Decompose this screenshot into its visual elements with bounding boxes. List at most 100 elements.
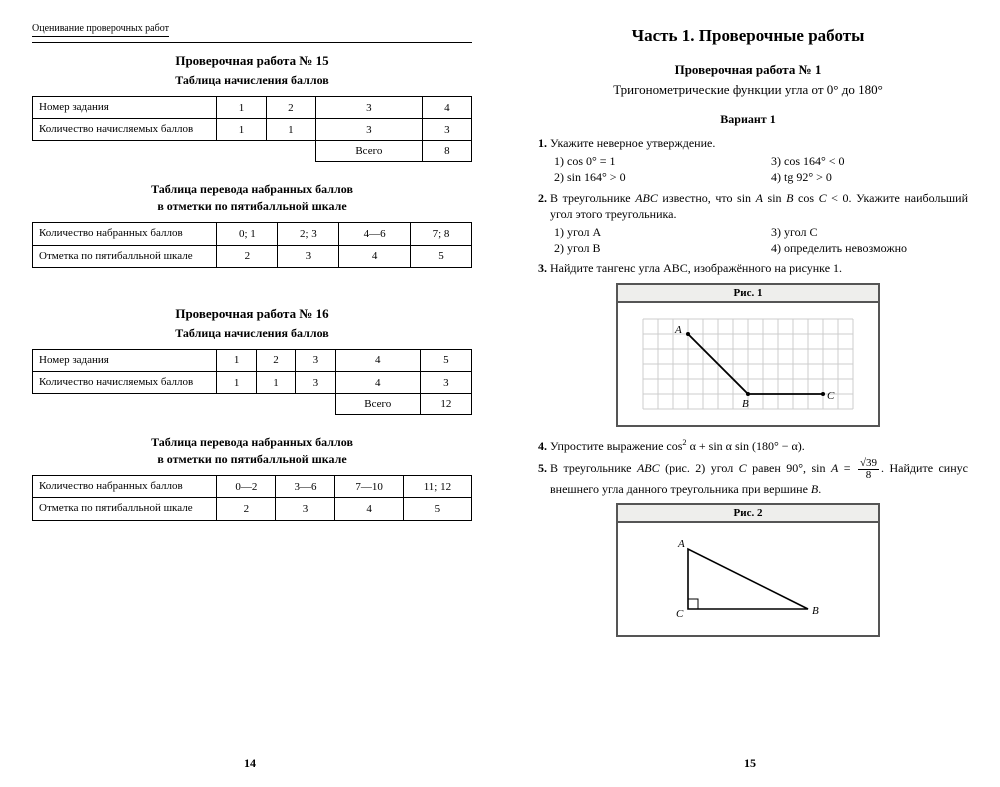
heading-rule [32, 42, 472, 43]
cell: 3 [316, 119, 423, 141]
task-text: Найдите тангенс угла ABC, изображённого … [550, 261, 842, 275]
page-number-left: 14 [0, 756, 500, 771]
cell: 0; 1 [217, 223, 278, 245]
cell: 3 [422, 119, 471, 141]
work1-title: Проверочная работа № 1 [528, 62, 968, 78]
cell: 2; 3 [278, 223, 339, 245]
label-A: A [677, 538, 685, 550]
total-value: 8 [422, 141, 471, 162]
row-points-label: Количество начисляемых баллов [33, 371, 217, 393]
figure-1-body: A B C [618, 303, 878, 425]
figure-2-caption: Рис. 2 [618, 505, 878, 523]
work16-points-table: Номер задания 1 2 3 4 5 Количество начис… [32, 349, 472, 415]
work16-table1-caption: Таблица начисления баллов [32, 326, 472, 341]
cell: 11; 12 [403, 476, 471, 498]
topic: Тригонометрические функции угла от 0° до… [528, 82, 968, 98]
work15-title: Проверочная работа № 15 [32, 53, 472, 69]
cell: 5 [410, 245, 471, 267]
option: 2) sin 164° > 0 [554, 169, 751, 185]
total-label: Всего [316, 141, 423, 162]
cell: 5 [403, 498, 471, 520]
task-text: В треугольнике ABC известно, что sin A s… [550, 191, 968, 221]
option: 1) угол A [554, 224, 751, 240]
row-scored-label: Количество набранных баллов [33, 476, 217, 498]
work15-points-table: Номер задания 1 2 3 4 Количество начисля… [32, 96, 472, 162]
cell: 3 [278, 245, 339, 267]
row-grade-label: Отметка по пятибалльной шкале [33, 245, 217, 267]
work15-table2-caption-l1: Таблица перевода набранных баллов [32, 182, 472, 197]
cell: 3 [316, 97, 423, 119]
page-right: Часть 1. Проверочные работы Проверочная … [500, 0, 1000, 787]
book-spread: Оценивание проверочных работ Проверочная… [0, 0, 1000, 787]
cell: 1 [217, 349, 256, 371]
option: 4) определить невозможно [771, 240, 968, 256]
task-2: В треугольнике ABC известно, что sin A s… [550, 190, 968, 257]
option: 3) угол C [771, 224, 968, 240]
task-text: Укажите неверное утверждение. [550, 136, 715, 150]
cell: 0—2 [217, 476, 276, 498]
cell: 1 [256, 371, 295, 393]
page-number-right: 15 [500, 756, 1000, 771]
cell: 4 [422, 97, 471, 119]
option: 3) cos 164° < 0 [771, 153, 968, 169]
grid-diagram-icon: A B C [633, 309, 863, 419]
cell: 3—6 [276, 476, 335, 498]
cell: 4—6 [339, 223, 411, 245]
cell: 1 [266, 119, 315, 141]
label-C: C [676, 608, 684, 620]
work15-table2-caption-l2: в отметки по пятибалльной шкале [32, 199, 472, 214]
cell: 7; 8 [410, 223, 471, 245]
task-2-options: 1) угол A 3) угол C 2) угол B 4) определ… [554, 224, 968, 256]
label-B: B [812, 605, 819, 617]
task-text: Упростите выражение cos2 α + sin α sin (… [550, 439, 805, 453]
cell: 3 [276, 498, 335, 520]
option: 2) угол B [554, 240, 751, 256]
part-title: Часть 1. Проверочные работы [528, 26, 968, 46]
work15-table1-caption: Таблица начисления баллов [32, 73, 472, 88]
work16-grade-table: Количество набранных баллов 0—2 3—6 7—10… [32, 475, 472, 520]
cell: 3 [296, 371, 335, 393]
total-label: Всего [335, 394, 420, 415]
page-left: Оценивание проверочных работ Проверочная… [0, 0, 500, 787]
figure-1: Рис. 1 [616, 283, 880, 427]
cell: 1 [217, 97, 266, 119]
cell: 3 [420, 371, 471, 393]
task-text: В треугольнике ABC (рис. 2) угол C равен… [550, 461, 968, 496]
cell: 2 [217, 498, 276, 520]
work16-table2-caption-l1: Таблица перевода набранных баллов [32, 435, 472, 450]
row-task-label: Номер задания [33, 349, 217, 371]
cell: 2 [266, 97, 315, 119]
cell: 4 [339, 245, 411, 267]
figure-2: Рис. 2 A B C [616, 503, 880, 637]
task-3: Найдите тангенс угла ABC, изображённого … [550, 260, 968, 276]
task-1: Укажите неверное утверждение. 1) cos 0° … [550, 135, 968, 186]
running-head: Оценивание проверочных работ [32, 23, 169, 37]
label-A: A [674, 324, 682, 336]
variant-label: Вариант 1 [528, 112, 968, 127]
cell: 4 [335, 498, 403, 520]
row-grade-label: Отметка по пятибалльной шкале [33, 498, 217, 520]
work16-title: Проверочная работа № 16 [32, 306, 472, 322]
cell: 7—10 [335, 476, 403, 498]
figure-1-caption: Рис. 1 [618, 285, 878, 303]
work15-grade-table: Количество набранных баллов 0; 1 2; 3 4—… [32, 222, 472, 267]
task-5: В треугольнике ABC (рис. 2) угол C равен… [550, 458, 968, 497]
cell: 1 [217, 119, 266, 141]
label-B: B [742, 398, 749, 410]
label-C: C [827, 390, 835, 402]
cell: 3 [296, 349, 335, 371]
cell: 5 [420, 349, 471, 371]
option: 1) cos 0° = 1 [554, 153, 751, 169]
task-list-cont: Упростите выражение cos2 α + sin α sin (… [528, 437, 968, 497]
cell: 1 [217, 371, 256, 393]
triangle-diagram-icon: A B C [648, 529, 848, 629]
task-list: Укажите неверное утверждение. 1) cos 0° … [528, 135, 968, 277]
task-4: Упростите выражение cos2 α + sin α sin (… [550, 437, 968, 454]
option: 4) tg 92° > 0 [771, 169, 968, 185]
figure-2-body: A B C [618, 523, 878, 635]
cell: 2 [217, 245, 278, 267]
row-points-label: Количество начисляемых баллов [33, 119, 217, 141]
cell: 4 [335, 349, 420, 371]
row-task-label: Номер задания [33, 97, 217, 119]
cell: 2 [256, 349, 295, 371]
